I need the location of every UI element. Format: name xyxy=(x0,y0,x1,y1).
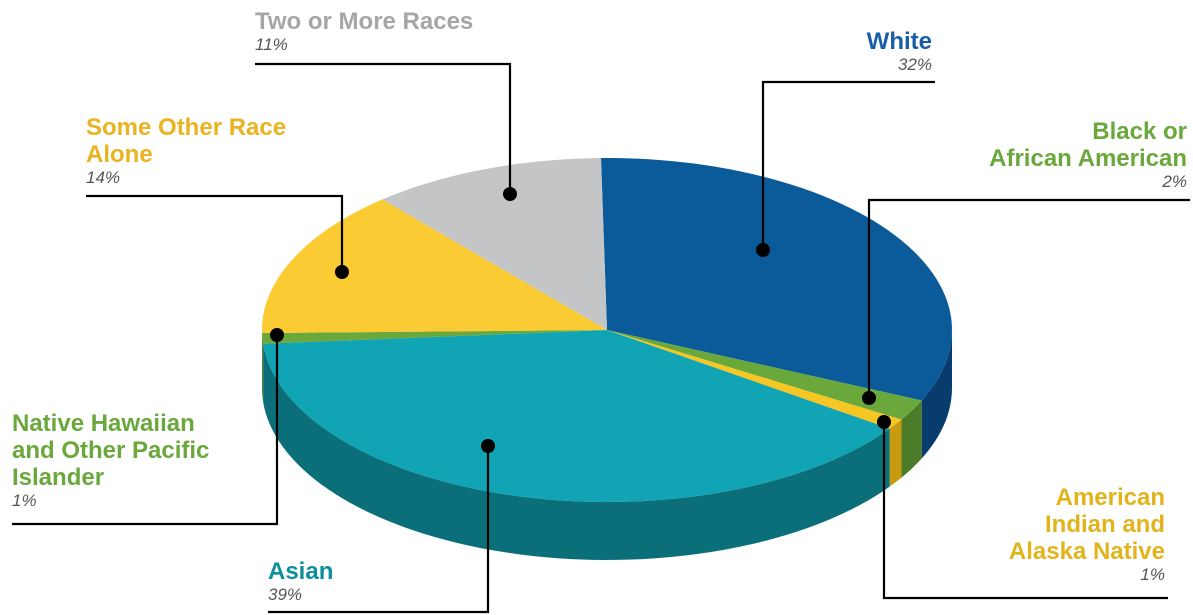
pie-side-native-hawaiian-and-other-pacific-islander xyxy=(262,333,264,402)
label-asian-name: Asian xyxy=(268,558,334,585)
label-white-name: White xyxy=(866,28,932,55)
leader-dot-american-indian-alaska-native xyxy=(877,415,891,429)
leader-line-american-indian-alaska-native xyxy=(882,422,1168,600)
pie-side-black-or-african-american xyxy=(901,400,922,478)
pie-slice-asian xyxy=(263,330,890,502)
label-some-other-race-name: Some Other Race Alone xyxy=(86,114,287,168)
leader-lines xyxy=(12,62,1190,614)
label-two-or-more-races-value: 11% xyxy=(255,35,288,54)
label-asian-value: 39% xyxy=(268,585,303,604)
label-american-indian-alaska-native: American Indian and Alaska Native 1% xyxy=(1009,484,1165,585)
pie-sides xyxy=(262,330,952,560)
leader-line-black-african-american xyxy=(867,198,1190,398)
pie-slice-some-other-race-alone xyxy=(262,199,607,333)
pie-slice-american-indian-and-alaska-native xyxy=(607,330,902,429)
label-native-hawaiian-pacific-islander-value: 1% xyxy=(12,491,37,510)
label-black-african-american: Black or African American 2% xyxy=(989,118,1187,192)
pie-side-white xyxy=(921,330,952,459)
label-native-hawaiian-pacific-islander-name: Native Hawaiian and Other Pacific Island… xyxy=(12,410,210,491)
leader-dot-two-or-more-races xyxy=(503,187,517,201)
pie-slice-black-or-african-american xyxy=(607,330,922,420)
label-two-or-more-races-name: Two or More Races xyxy=(255,8,474,35)
leader-dot-black-african-american xyxy=(862,391,876,405)
leader-line-asian xyxy=(268,446,490,614)
label-american-indian-alaska-native-value: 1% xyxy=(1140,565,1165,584)
leader-line-native-hawaiian-pacific-islander xyxy=(12,335,279,526)
label-asian: Asian 39% xyxy=(268,558,333,605)
label-american-indian-alaska-native-name: American Indian and Alaska Native xyxy=(1008,484,1165,565)
label-native-hawaiian-pacific-islander: Native Hawaiian and Other Pacific Island… xyxy=(12,410,209,511)
leader-line-two-or-more-races xyxy=(255,62,512,194)
pie-side-asian xyxy=(263,343,890,560)
label-some-other-race-value: 14% xyxy=(86,168,121,187)
leader-dot-native-hawaiian-pacific-islander xyxy=(270,328,284,342)
leader-line-white xyxy=(761,80,935,250)
label-black-african-american-value: 2% xyxy=(1162,172,1187,191)
pie-side-american-indian-and-alaska-native xyxy=(889,419,902,487)
label-black-african-american-name: Black or African American xyxy=(989,118,1187,172)
label-two-or-more-races: Two or More Races 11% xyxy=(255,8,473,55)
leader-dot-asian xyxy=(481,439,495,453)
pie-slices xyxy=(262,158,952,502)
pie-slice-native-hawaiian-and-other-pacific-islander xyxy=(262,330,607,344)
leader-dot-some-other-race xyxy=(335,265,349,279)
pie-slice-two-or-more-races xyxy=(382,158,607,330)
pie-slice-white xyxy=(600,158,952,401)
label-white-value: 32% xyxy=(897,55,932,74)
leader-line-some-other-race xyxy=(86,194,344,272)
label-white: White 32% xyxy=(867,28,932,75)
label-some-other-race: Some Other Race Alone 14% xyxy=(86,114,286,188)
leader-dot-white xyxy=(756,243,770,257)
